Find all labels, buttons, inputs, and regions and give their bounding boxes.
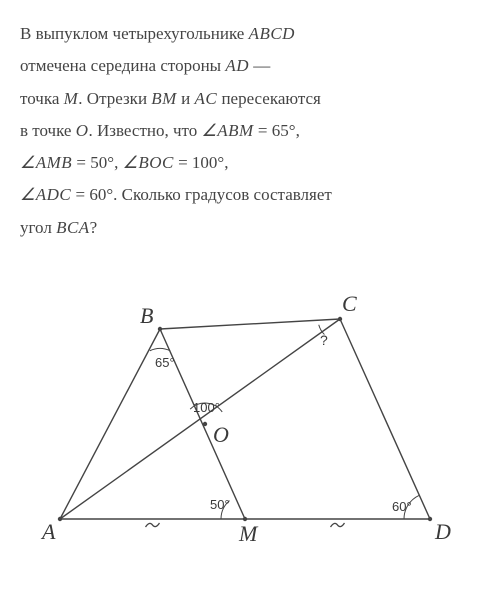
text: = — [254, 121, 272, 140]
svg-text:65°: 65° — [155, 355, 175, 370]
text: угол — [20, 218, 56, 237]
text: пересекаются — [217, 89, 321, 108]
text: и — [177, 89, 195, 108]
text: = — [71, 185, 89, 204]
text: , — [224, 153, 228, 172]
svg-text:100°: 100° — [193, 400, 220, 415]
text: . Сколько градусов составляет — [113, 185, 332, 204]
svg-text:60°: 60° — [392, 499, 412, 514]
math-boc: ∠BOC — [123, 153, 174, 172]
svg-text:B: B — [140, 303, 153, 328]
val-50: 50° — [90, 153, 114, 172]
svg-text:C: C — [342, 291, 357, 316]
val-100: 100° — [192, 153, 224, 172]
text: отмечена середина стороны — [20, 56, 225, 75]
svg-text:D: D — [434, 519, 451, 544]
problem-statement: В выпуклом четырехугольнике ABCD отмечен… — [20, 18, 480, 244]
diagram-container: A B C D M O 65° 100° 50° 60°? — [20, 279, 480, 559]
math-bca: BCA — [56, 218, 90, 237]
text: , — [296, 121, 300, 140]
text: ? — [90, 218, 98, 237]
svg-text:A: A — [40, 519, 56, 544]
math-abm: ∠ABM — [201, 121, 253, 140]
math-abcd: ABCD — [249, 24, 295, 43]
text: . Известно, что — [89, 121, 202, 140]
text: точка — [20, 89, 64, 108]
text: в точке — [20, 121, 76, 140]
val-60: 60° — [89, 185, 113, 204]
text: = — [72, 153, 90, 172]
svg-text:?: ? — [320, 332, 328, 348]
svg-text:50°: 50° — [210, 497, 230, 512]
math-adc: ∠ADC — [20, 185, 71, 204]
text: = — [174, 153, 192, 172]
text: В выпуклом четырехугольнике — [20, 24, 249, 43]
text: — — [249, 56, 270, 75]
math-m: M — [64, 89, 79, 108]
math-bm: BM — [151, 89, 177, 108]
math-amb: ∠AMB — [20, 153, 72, 172]
text: , — [114, 153, 118, 172]
math-ad: AD — [225, 56, 249, 75]
val-65: 65° — [272, 121, 296, 140]
svg-text:M: M — [238, 521, 259, 546]
math-o: O — [76, 121, 89, 140]
math-ac: AC — [194, 89, 217, 108]
svg-text:O: O — [213, 422, 229, 447]
geometry-diagram: A B C D M O 65° 100° 50° 60°? — [30, 279, 470, 559]
text: . Отрезки — [78, 89, 151, 108]
